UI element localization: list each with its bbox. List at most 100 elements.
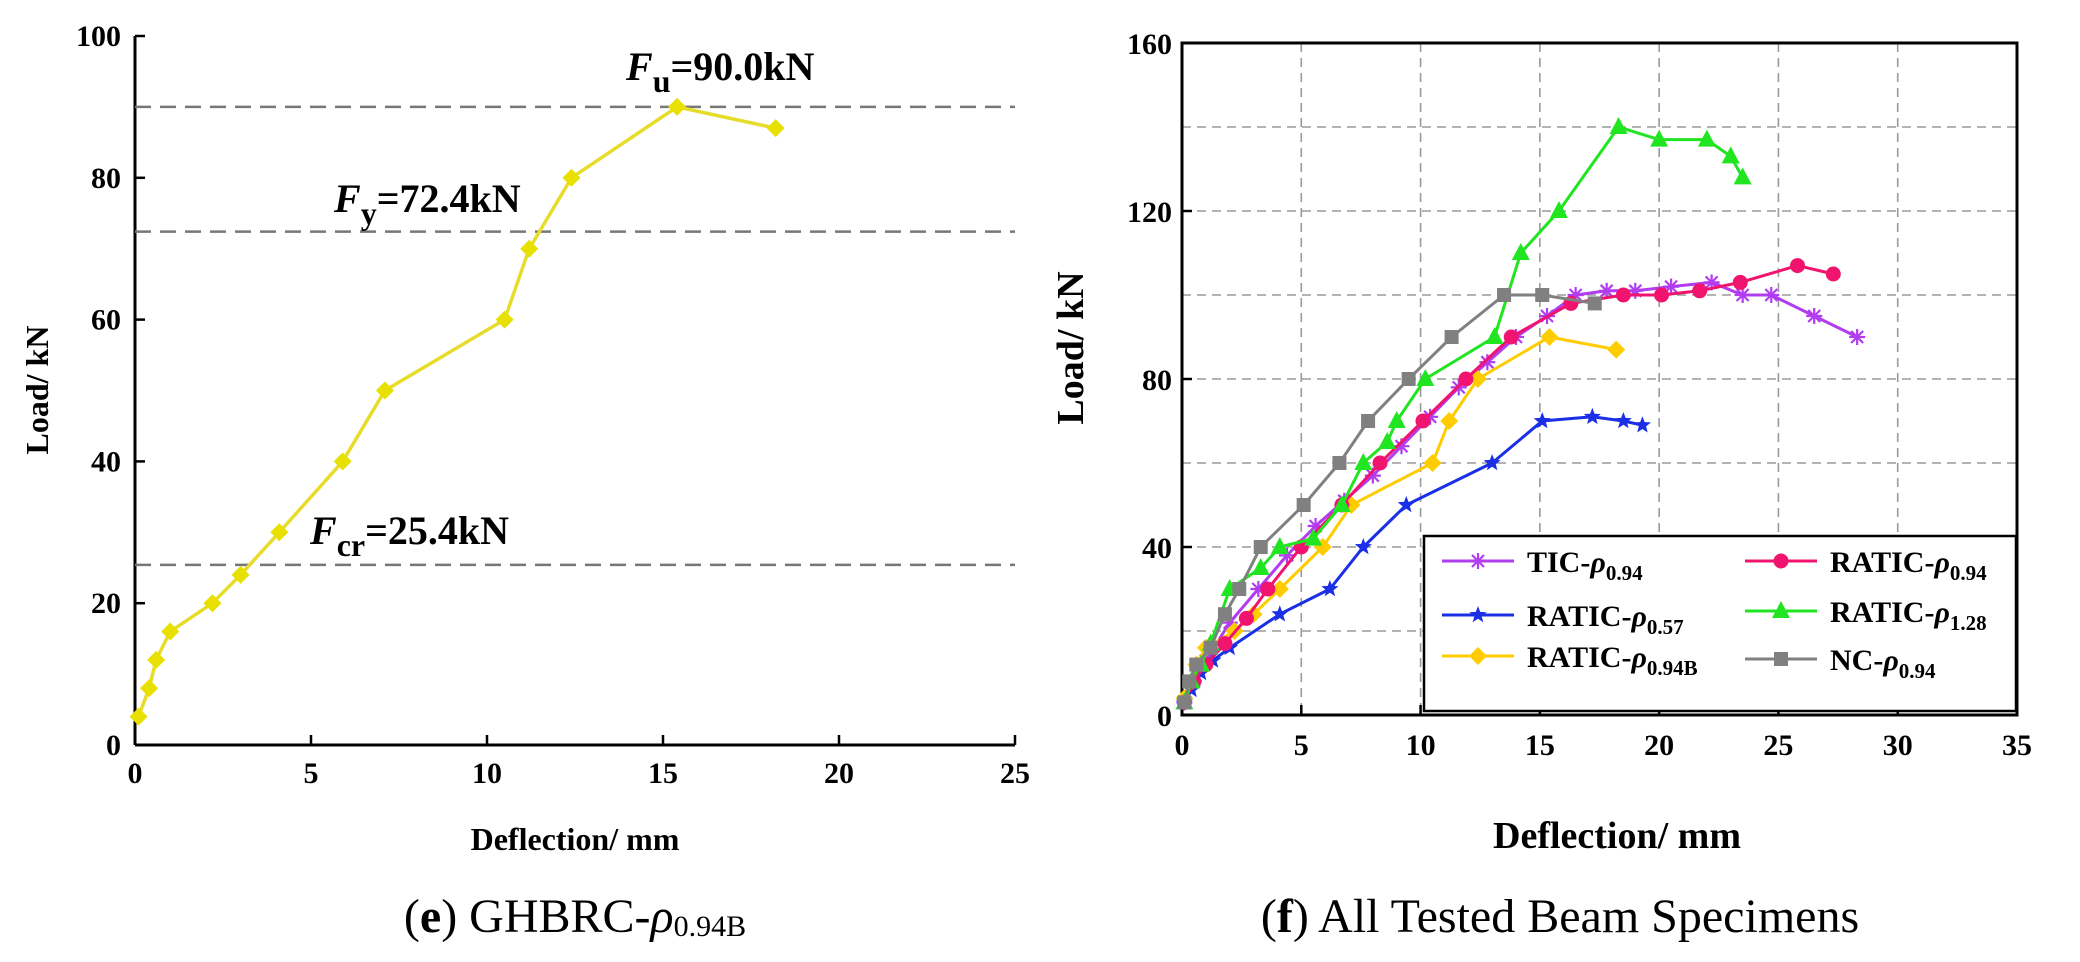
- legend-swatch-marker: [1470, 553, 1486, 569]
- f-data-point: [1607, 340, 1626, 359]
- f-data-point: [1697, 129, 1716, 147]
- fy-label: Fy=72.4kN: [333, 176, 521, 231]
- e-data-point: [520, 239, 539, 258]
- e-plot: [129, 97, 785, 726]
- legend-box: [1422, 534, 2018, 713]
- f-xtick-label: 30: [1883, 729, 1913, 762]
- f-data-point: [1378, 432, 1397, 449]
- legend-swatch-marker: [1469, 647, 1487, 665]
- f-data-point: [1458, 371, 1474, 387]
- f-data-point: [1260, 581, 1276, 597]
- f-data-point: [1217, 607, 1232, 622]
- f-data-point: [1321, 580, 1339, 597]
- f-data-point: [1401, 372, 1416, 386]
- f-data-point: [1663, 278, 1680, 295]
- f-data-point: [1535, 288, 1550, 302]
- f-data-point: [1497, 288, 1512, 302]
- f-data-point: [1479, 354, 1496, 371]
- f-data-point: [1271, 605, 1289, 622]
- f-data-point: [1354, 453, 1373, 470]
- f-data-point: [1251, 558, 1270, 575]
- f-ytick-label: 40: [1142, 532, 1172, 565]
- e-ytick-label: 40: [91, 445, 121, 478]
- f-data-point: [1270, 580, 1289, 598]
- f-data-point: [1583, 407, 1601, 425]
- f-data-point: [1440, 412, 1459, 430]
- f-data-point: [1182, 674, 1197, 689]
- legend-label-ratic-057: RATIC-ρ0.57: [1527, 600, 1684, 639]
- f-xlabel: Deflection/ mm: [1493, 815, 1741, 857]
- f-data-point: [1387, 411, 1406, 428]
- e-data-point: [203, 594, 222, 613]
- e-xlabel: Deflection/ mm: [471, 821, 680, 857]
- f-data-point: [1253, 540, 1268, 554]
- chart-f: 0 5 10 15 20 25 30 35 0 40 80 120 160 TIC-ρ0.94 RATI…: [1050, 28, 2032, 943]
- f-series-nc: [1177, 288, 1602, 710]
- e-data-point: [161, 622, 180, 641]
- f-data-point: [1849, 329, 1866, 345]
- f-data-point: [1189, 657, 1204, 672]
- e-xtick-label: 10: [472, 757, 502, 790]
- f-data-point: [1549, 201, 1568, 218]
- f-xtick-label: 15: [1525, 729, 1555, 762]
- f-data-point: [1217, 636, 1233, 652]
- f-data-point: [1423, 454, 1442, 472]
- f-data-point: [1511, 243, 1530, 260]
- f-ylabel: Load/ kN: [1050, 271, 1092, 424]
- legend-label-tic: TIC-ρ0.94: [1527, 546, 1643, 585]
- f-data-point: [1633, 416, 1651, 433]
- e-ticks: 0 5 10 15 20 25 0 20 40 60 80 100: [76, 20, 1030, 790]
- legend: TIC-ρ0.94 RATIC-ρ0.57 RATIC-ρ0.94B RATIC…: [1422, 534, 2018, 713]
- e-ytick-label: 60: [91, 304, 121, 337]
- legend-label-ratic-094b: RATIC-ρ0.94B: [1527, 641, 1698, 680]
- f-data-point: [1485, 327, 1504, 344]
- f-data-point: [1483, 454, 1501, 471]
- f-xtick-label: 25: [1763, 729, 1793, 762]
- f-data-point: [1650, 129, 1669, 147]
- f-series-r94: [1176, 258, 1841, 710]
- e-data-point: [140, 679, 159, 698]
- f-data-point: [1232, 582, 1247, 596]
- e-data-point: [375, 381, 394, 400]
- f-xtick-label: 35: [2002, 729, 2032, 762]
- fu-label: Fu=90.0kN: [625, 44, 815, 99]
- f-series-r128: [1175, 117, 1752, 710]
- f-ytick-label: 160: [1127, 28, 1172, 61]
- f-ytick-label: 0: [1157, 700, 1172, 733]
- e-data-point: [766, 119, 785, 138]
- f-data-point: [1721, 146, 1740, 164]
- legend-swatch-marker: [1469, 606, 1487, 623]
- f-data-point: [1692, 283, 1708, 299]
- legend-swatch-marker: [1772, 601, 1790, 618]
- e-xtick-label: 25: [1000, 757, 1030, 790]
- f-data-point: [1733, 167, 1752, 185]
- f-data-point: [1587, 296, 1602, 311]
- caption-f: (f) All Tested Beam Specimens: [1261, 890, 1859, 943]
- f-data-point: [1732, 274, 1748, 290]
- f-data-point: [1614, 412, 1632, 429]
- f-data-point: [1654, 287, 1670, 303]
- legend-label-ratic-094: RATIC-ρ0.94: [1830, 546, 1987, 585]
- f-ytick-label: 120: [1127, 196, 1172, 229]
- e-ytick-label: 20: [91, 587, 121, 620]
- f-data-point: [1763, 287, 1780, 303]
- f-data-point: [1372, 455, 1388, 471]
- f-data-point: [1416, 369, 1435, 386]
- chart-e: 0 5 10 15 20 25 0 20 40 60 80 100 Fu=90.0kN Fy=72.4…: [19, 20, 1030, 943]
- f-data-point: [1204, 651, 1222, 668]
- f-data-point: [1790, 258, 1806, 274]
- e-data-point: [562, 168, 581, 187]
- e-reference-lines: [135, 105, 1015, 567]
- f-data-point: [1533, 412, 1551, 429]
- f-data-point: [1354, 538, 1372, 555]
- f-data-point: [1444, 330, 1459, 344]
- f-data-point: [1270, 537, 1289, 554]
- f-xtick-label: 0: [1175, 729, 1190, 762]
- f-data-point: [1361, 414, 1376, 428]
- legend-swatch-marker: [1773, 553, 1789, 569]
- legend-swatch-marker: [1774, 652, 1788, 666]
- f-xtick-label: 5: [1294, 729, 1309, 762]
- f-data-point: [1203, 640, 1218, 655]
- f-data-point: [1332, 456, 1347, 470]
